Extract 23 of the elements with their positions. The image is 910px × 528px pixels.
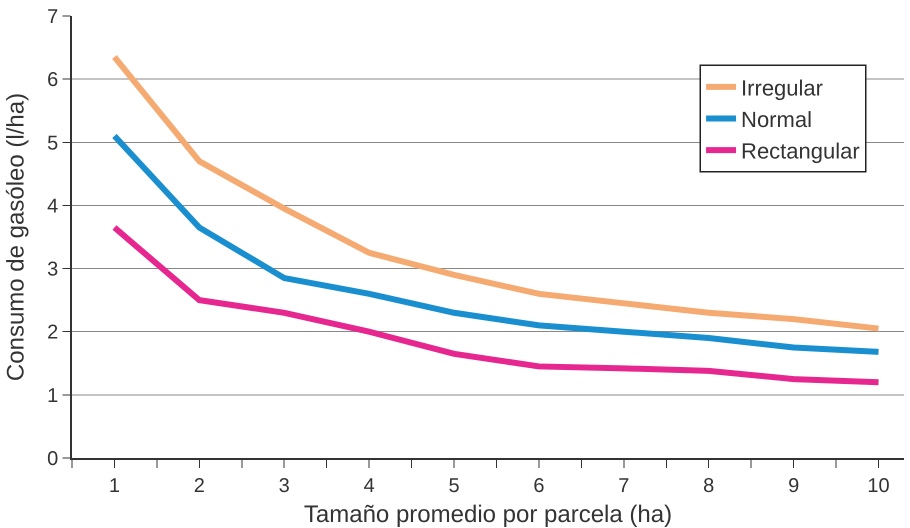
y-tick-label: 5 bbox=[47, 132, 58, 154]
legend-label: Rectangular bbox=[741, 138, 860, 164]
x-tick-label: 1 bbox=[108, 474, 120, 497]
legend-label: Normal bbox=[741, 107, 812, 132]
x-tick-label: 8 bbox=[703, 474, 714, 497]
x-tick-label: 5 bbox=[448, 474, 460, 497]
legend-label: Irregular bbox=[741, 76, 823, 100]
x-tick-label: 10 bbox=[867, 474, 890, 497]
y-tick-label: 3 bbox=[47, 258, 58, 281]
x-tick-label: 2 bbox=[194, 474, 205, 497]
y-tick-label: 7 bbox=[47, 6, 58, 28]
x-tick-label: 9 bbox=[788, 474, 800, 497]
x-tick-label: 3 bbox=[278, 474, 290, 497]
y-tick-label: 4 bbox=[47, 195, 58, 218]
x-tick-label: 4 bbox=[364, 474, 375, 497]
y-axis-title: Consumo de gasóleo (l/ha) bbox=[2, 92, 30, 382]
y-tick-label: 6 bbox=[47, 69, 58, 92]
y-tick-label: 1 bbox=[47, 384, 58, 407]
y-tick-label: 2 bbox=[47, 322, 58, 344]
y-tick-label: 0 bbox=[47, 448, 58, 470]
x-tick-label: 7 bbox=[618, 474, 630, 497]
x-tick-label: 6 bbox=[533, 474, 545, 497]
x-axis-title: Tamaño promedio por parcela (ha) bbox=[304, 501, 672, 528]
